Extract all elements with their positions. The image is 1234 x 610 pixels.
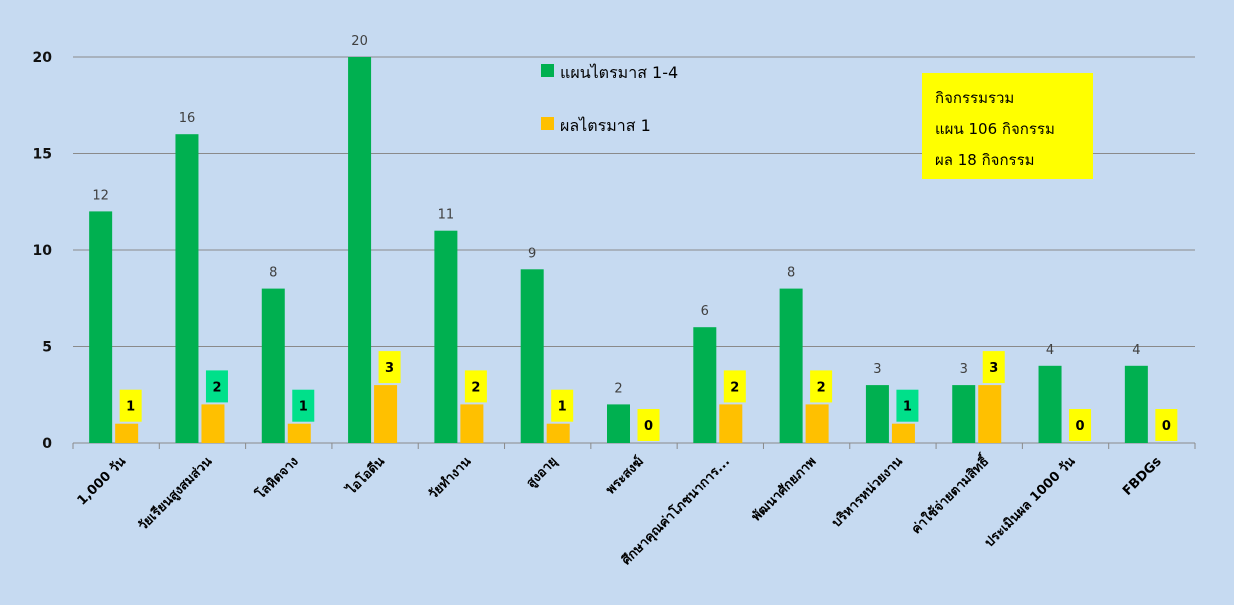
y-tick-label: 15	[33, 147, 52, 163]
bar-result	[374, 385, 397, 443]
data-label-plan: 9	[528, 246, 536, 261]
bar-plan	[780, 289, 803, 443]
data-label-plan: 8	[787, 266, 795, 281]
legend-label-plan: แผนไตรมาส 1-4	[560, 63, 678, 82]
data-label-result: 0	[1076, 419, 1085, 434]
summary-note-line-3: ผล 18 กิจกรรม	[935, 151, 1035, 169]
bar-plan	[348, 57, 371, 443]
bar-plan	[607, 404, 630, 443]
data-label-result: 3	[989, 361, 998, 376]
summary-note-line-2: แผน 106 กิจกรรม	[935, 120, 1055, 138]
data-label-plan: 2	[614, 381, 622, 396]
bar-plan	[866, 385, 889, 443]
y-tick-label: 5	[42, 340, 52, 356]
data-label-result: 1	[299, 400, 308, 415]
data-label-plan: 20	[351, 34, 368, 49]
bar-result	[547, 424, 570, 443]
data-label-result: 2	[471, 380, 480, 395]
legend-label-result: ผลไตรมาส 1	[560, 116, 651, 135]
y-tick-label: 0	[42, 436, 52, 452]
data-label-result: 1	[126, 400, 135, 415]
data-label-plan: 4	[1132, 343, 1140, 358]
bar-result	[115, 424, 138, 443]
bar-plan	[952, 385, 975, 443]
bar-plan	[1039, 366, 1062, 443]
bar-plan	[693, 327, 716, 443]
summary-note-line-1: กิจกรรมรวม	[935, 89, 1014, 107]
bar-plan	[521, 269, 544, 443]
data-label-result: 3	[385, 361, 394, 376]
data-label-plan: 3	[873, 362, 881, 377]
bar-plan	[434, 231, 457, 443]
data-label-result: 2	[212, 380, 221, 395]
bar-result	[892, 424, 915, 443]
data-label-plan: 16	[179, 111, 196, 126]
data-label-plan: 6	[701, 304, 709, 319]
y-tick-label: 10	[33, 243, 53, 259]
bar-result	[460, 404, 483, 443]
legend-swatch-result	[541, 117, 554, 130]
data-label-plan: 4	[1046, 343, 1054, 358]
bar-plan	[89, 211, 112, 443]
bar-result	[806, 404, 829, 443]
data-label-result: 0	[1162, 419, 1171, 434]
legend-swatch-plan	[541, 64, 554, 77]
data-label-result: 2	[730, 380, 739, 395]
bar-result	[978, 385, 1001, 443]
data-label-result: 1	[903, 400, 912, 415]
bar-result	[201, 404, 224, 443]
bar-plan	[262, 289, 285, 443]
data-label-plan: 11	[438, 208, 455, 223]
bar-plan	[175, 134, 198, 443]
data-label-result: 1	[558, 400, 567, 415]
bar-result	[719, 404, 742, 443]
data-label-plan: 3	[960, 362, 968, 377]
data-label-plan: 12	[92, 188, 109, 203]
data-label-result: 0	[644, 419, 653, 434]
bar-plan	[1125, 366, 1148, 443]
data-label-result: 2	[817, 380, 826, 395]
data-label-plan: 8	[269, 266, 277, 281]
y-tick-label: 20	[33, 50, 53, 66]
summary-note: กิจกรรมรวม แผน 106 กิจกรรม ผล 18 กิจกรรม	[922, 73, 1093, 179]
bar-result	[288, 424, 311, 443]
